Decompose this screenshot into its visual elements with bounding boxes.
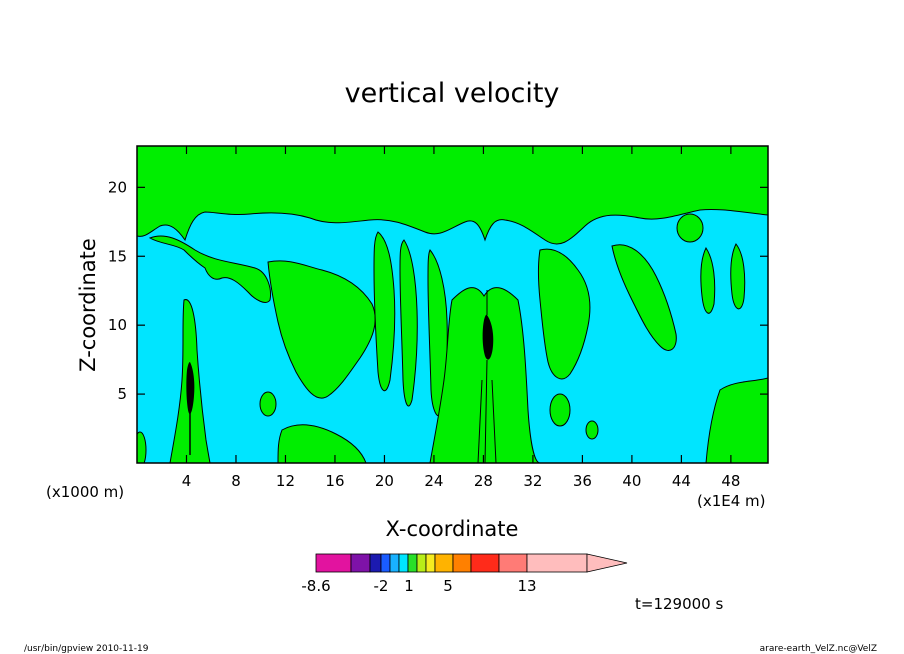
colorbar-swatch — [425, 553, 436, 573]
y-tick-label: 5 — [117, 385, 127, 403]
core-center-28 — [482, 314, 494, 360]
x-tick-label: 28 — [474, 472, 493, 490]
colorbar-swatch — [470, 553, 500, 573]
positive-region-right-lobe — [538, 248, 591, 380]
x-tick-label: 8 — [231, 472, 241, 490]
plot-area — [136, 145, 769, 464]
colorbar-extend-arrow — [586, 553, 628, 573]
positive-streak-24 — [427, 249, 448, 417]
colorbar-swatch — [389, 553, 400, 573]
colorbar-label: 1 — [404, 577, 414, 595]
x-tick-label: 44 — [672, 472, 691, 490]
colorbar — [315, 553, 628, 573]
positive-blob-left-bottom — [137, 431, 147, 463]
colorbar-swatch — [416, 553, 427, 573]
y-axis: 5 10 15 20 — [108, 178, 768, 403]
positive-region-right-lobe-2 — [611, 244, 677, 351]
plot-frame — [136, 145, 769, 464]
chart-title: vertical velocity — [345, 78, 560, 109]
positive-streak-46 — [730, 243, 746, 310]
core-left-4 — [186, 362, 195, 415]
positive-blob-36 — [585, 420, 599, 440]
time-label: t=129000 s — [635, 595, 723, 613]
colorbar-swatch — [452, 553, 472, 573]
x-tick-label: 20 — [375, 472, 394, 490]
colorbar-swatch — [526, 553, 588, 573]
footer-left: /usr/bin/gpview 2010-11-19 — [24, 644, 149, 654]
x-tick-label: 36 — [573, 472, 592, 490]
positive-region-upper-band — [137, 146, 768, 245]
positive-region-left-lobe — [148, 235, 271, 303]
x-unit-right: (x1E4 m) — [697, 492, 766, 510]
x-unit-left: (x1000 m) — [46, 483, 124, 501]
positive-region-far-right — [705, 377, 768, 463]
y-tick-label: 20 — [108, 178, 127, 196]
colorbar-swatch — [315, 553, 352, 573]
positive-region-center-left — [267, 260, 376, 399]
x-tick-label: 48 — [721, 472, 740, 490]
x-tick-label: 12 — [276, 472, 295, 490]
colorbar-swatch — [350, 553, 371, 573]
colorbar-swatch — [434, 553, 454, 573]
x-tick-label: 32 — [523, 472, 542, 490]
y-tick-label: 10 — [108, 316, 127, 334]
positive-plume-28 — [429, 287, 541, 463]
x-tick-label: 4 — [182, 472, 192, 490]
footer-right: arare-earth_VelZ.nc@VelZ — [760, 644, 877, 654]
x-tick-label: 40 — [622, 472, 641, 490]
colorbar-swatch — [407, 553, 418, 573]
x-tick-label: 24 — [424, 472, 443, 490]
x-tick-label: 16 — [325, 472, 344, 490]
core-center-28-lines — [477, 290, 497, 463]
x-axis-label: X-coordinate — [386, 517, 519, 541]
x-axis: 4 8 12 16 20 24 28 32 36 40 44 48 — [182, 146, 740, 490]
colorbar-swatch — [380, 553, 391, 573]
positive-streak-22 — [399, 239, 418, 407]
positive-blob-44 — [676, 213, 704, 243]
y-tick-label: 15 — [108, 247, 127, 265]
y-axis-label: Z-coordinate — [76, 238, 100, 372]
colorbar-label: -2 — [374, 577, 389, 595]
colorbar-label: -8.6 — [301, 577, 330, 595]
colorbar-labels: -8.6 -2 1 5 13 — [301, 577, 536, 595]
positive-streak-44 — [700, 247, 716, 314]
colorbar-swatch — [398, 553, 409, 573]
colorbar-label: 13 — [517, 577, 536, 595]
positive-streak-20 — [373, 231, 396, 392]
positive-region-bottom-mid — [277, 424, 367, 463]
contour-field — [137, 146, 768, 463]
colorbar-swatch — [498, 553, 528, 573]
colorbar-label: 5 — [443, 577, 453, 595]
positive-blob-left-mid — [259, 391, 277, 417]
colorbar-swatch — [369, 553, 382, 573]
positive-blob-right-mid — [549, 393, 571, 427]
